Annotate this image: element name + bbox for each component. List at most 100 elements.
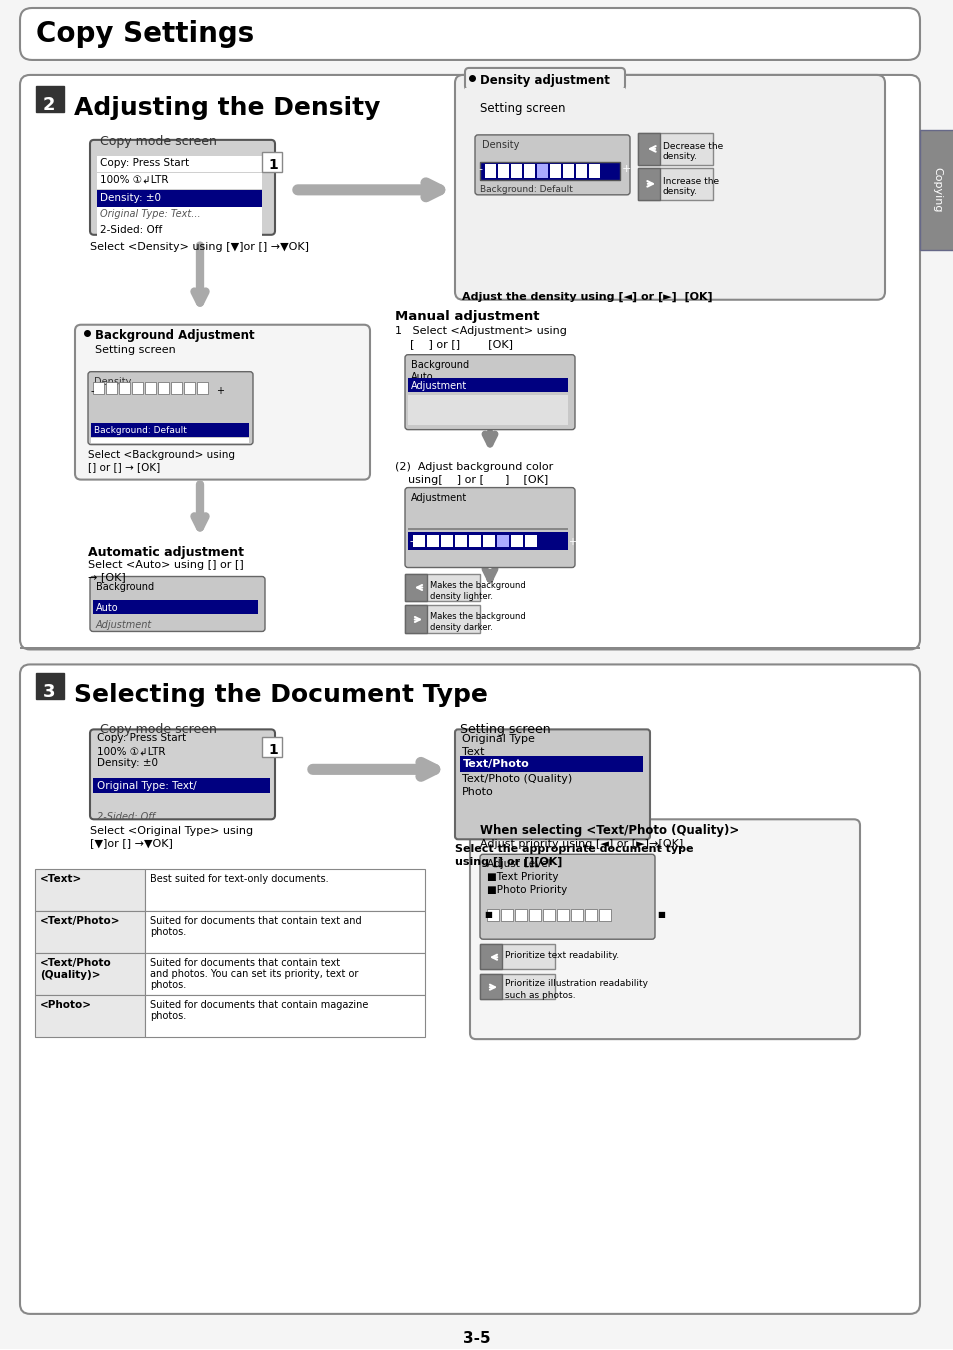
FancyBboxPatch shape	[75, 325, 370, 479]
Text: Text/Photo: Text/Photo	[462, 759, 529, 769]
Bar	[576, 163, 586, 178]
Text: Best suited for text-only documents.: Best suited for text-only documents.	[150, 875, 328, 884]
Bar	[158, 382, 169, 394]
Bar	[97, 155, 262, 171]
Text: density.: density.	[662, 186, 698, 196]
FancyBboxPatch shape	[405, 487, 575, 567]
Bar	[427, 535, 438, 547]
Text: Setting screen: Setting screen	[459, 724, 550, 736]
Text: using [] or [][OK]: using [] or [][OK]	[455, 856, 561, 867]
Text: Select <Auto> using [] or []: Select <Auto> using [] or []	[88, 559, 244, 570]
FancyBboxPatch shape	[470, 819, 859, 1040]
Text: Background: Background	[411, 359, 469, 370]
Text: Setting screen: Setting screen	[479, 101, 565, 115]
Text: Adjustment: Adjustment	[96, 621, 152, 630]
Bar	[408, 528, 567, 529]
Text: Adjustment: Adjustment	[411, 493, 467, 502]
Bar	[537, 163, 547, 178]
Text: Copy: Press Start: Copy: Press Start	[97, 733, 186, 744]
Bar	[145, 995, 424, 1037]
Text: Suited for documents that contain text: Suited for documents that contain text	[150, 958, 340, 968]
Bar	[562, 163, 574, 178]
FancyBboxPatch shape	[455, 76, 884, 300]
Text: Text: Text	[461, 748, 484, 757]
Bar	[469, 535, 480, 547]
Text: Adjust the density using [◄] or [►]  [OK]: Adjust the density using [◄] or [►] [OK]	[461, 292, 712, 302]
Bar	[35, 869, 145, 911]
Text: 100% ①↲LTR: 100% ①↲LTR	[97, 747, 165, 756]
Bar	[408, 378, 567, 392]
Bar	[35, 953, 145, 995]
Bar	[479, 975, 501, 999]
Text: photos.: photos.	[150, 1011, 186, 1021]
Text: Makes the background: Makes the background	[430, 580, 525, 590]
Bar	[97, 173, 262, 189]
Text: Suited for documents that contain text and: Suited for documents that contain text a…	[150, 917, 361, 926]
Text: [] or [] → [OK]: [] or [] → [OK]	[88, 462, 160, 471]
Text: +: +	[215, 386, 224, 396]
Bar	[97, 223, 262, 238]
Bar	[97, 190, 262, 207]
Text: Adjust priority using [◄] or [►]→[OK]: Adjust priority using [◄] or [►]→[OK]	[479, 840, 682, 849]
Bar	[171, 382, 182, 394]
Text: Adjusting the Density: Adjusting the Density	[74, 96, 380, 120]
Bar	[497, 535, 509, 547]
Text: density darker.: density darker.	[430, 624, 493, 632]
Bar	[92, 382, 104, 394]
Text: +: +	[621, 163, 631, 174]
Text: ■: ■	[657, 910, 664, 919]
Text: When selecting <Text/Photo (Quality)>: When selecting <Text/Photo (Quality)>	[479, 825, 739, 837]
Bar	[588, 163, 599, 178]
Text: Makes the background: Makes the background	[430, 613, 525, 621]
Text: 1   Select <Adjustment> using: 1 Select <Adjustment> using	[395, 325, 566, 336]
Text: 2-Sided: Off: 2-Sided: Off	[100, 225, 162, 235]
Bar	[405, 606, 479, 633]
FancyBboxPatch shape	[88, 371, 253, 444]
Bar	[184, 382, 194, 394]
FancyBboxPatch shape	[405, 355, 575, 429]
Bar	[405, 574, 479, 602]
Bar	[119, 382, 130, 394]
Bar	[20, 648, 919, 649]
Text: Photo: Photo	[461, 787, 494, 798]
Text: 2: 2	[43, 96, 55, 113]
Bar	[529, 910, 540, 921]
Bar	[479, 944, 555, 969]
Bar	[36, 86, 64, 112]
Text: and photos. You can set its priority, text or: and photos. You can set its priority, te…	[150, 969, 358, 979]
FancyBboxPatch shape	[90, 140, 274, 235]
Text: Auto: Auto	[411, 371, 434, 382]
Text: 1: 1	[268, 158, 277, 171]
Bar	[413, 535, 424, 547]
Bar	[455, 535, 467, 547]
Bar	[106, 382, 117, 394]
Text: density.: density.	[662, 151, 698, 161]
Bar	[145, 869, 424, 911]
Text: +: +	[567, 536, 576, 547]
Text: Copying: Copying	[931, 167, 941, 212]
Bar	[919, 130, 953, 250]
FancyBboxPatch shape	[20, 664, 919, 1314]
Text: Prioritize text readability.: Prioritize text readability.	[504, 952, 618, 960]
Text: Copy Settings: Copy Settings	[36, 20, 254, 49]
FancyBboxPatch shape	[475, 135, 629, 194]
Text: ■Text Priority: ■Text Priority	[486, 872, 558, 883]
FancyBboxPatch shape	[455, 729, 649, 840]
Text: Background: Default: Background: Default	[94, 425, 187, 435]
Bar	[524, 535, 537, 547]
Bar	[459, 756, 642, 772]
Text: [    ] or []        [OK]: [ ] or [] [OK]	[410, 339, 513, 348]
Bar	[262, 737, 282, 757]
Bar	[497, 163, 509, 178]
Bar	[408, 532, 567, 549]
Bar	[91, 423, 249, 436]
Text: Background: Background	[96, 582, 154, 591]
Bar	[484, 163, 496, 178]
Bar	[638, 132, 659, 165]
Text: Auto: Auto	[96, 603, 118, 613]
Bar	[262, 151, 282, 171]
Bar	[91, 437, 249, 443]
Text: Select <Original Type> using: Select <Original Type> using	[90, 826, 253, 836]
Text: ■Photo Priority: ■Photo Priority	[486, 886, 567, 895]
Text: Background: Default: Background: Default	[479, 185, 572, 194]
